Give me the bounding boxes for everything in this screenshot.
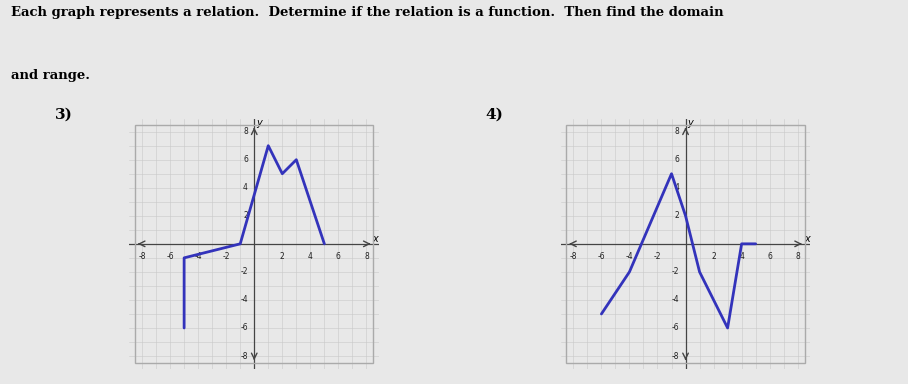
Text: -8: -8 xyxy=(672,351,679,361)
Text: -6: -6 xyxy=(672,323,679,333)
Text: 2: 2 xyxy=(243,211,248,220)
Text: -4: -4 xyxy=(672,295,679,305)
Text: 6: 6 xyxy=(767,252,772,261)
Text: -2: -2 xyxy=(654,252,661,261)
Text: and range.: and range. xyxy=(11,69,90,82)
Text: -2: -2 xyxy=(672,267,679,276)
Text: 4: 4 xyxy=(308,252,312,261)
Text: -4: -4 xyxy=(241,295,248,305)
Text: 6: 6 xyxy=(243,155,248,164)
Text: Each graph represents a relation.  Determine if the relation is a function.  The: Each graph represents a relation. Determ… xyxy=(11,6,724,19)
Text: 8: 8 xyxy=(243,127,248,136)
Text: -4: -4 xyxy=(626,252,633,261)
Text: -2: -2 xyxy=(222,252,230,261)
Text: 4: 4 xyxy=(243,183,248,192)
Text: y: y xyxy=(687,118,694,127)
Text: 6: 6 xyxy=(675,155,679,164)
Text: 8: 8 xyxy=(675,127,679,136)
Text: 4): 4) xyxy=(486,108,504,121)
Text: 6: 6 xyxy=(336,252,340,261)
Text: 4: 4 xyxy=(675,183,679,192)
Text: -8: -8 xyxy=(569,252,577,261)
Text: 8: 8 xyxy=(795,252,800,261)
Text: 8: 8 xyxy=(364,252,369,261)
Text: y: y xyxy=(256,118,262,127)
Text: -8: -8 xyxy=(241,351,248,361)
Text: -6: -6 xyxy=(166,252,174,261)
Text: -6: -6 xyxy=(597,252,606,261)
Text: -2: -2 xyxy=(241,267,248,276)
Text: 4: 4 xyxy=(739,252,744,261)
Text: -8: -8 xyxy=(138,252,146,261)
Text: 3): 3) xyxy=(54,108,73,121)
Text: 2: 2 xyxy=(675,211,679,220)
Text: 2: 2 xyxy=(280,252,285,261)
Text: x: x xyxy=(372,234,379,244)
Text: -6: -6 xyxy=(241,323,248,333)
Text: 2: 2 xyxy=(711,252,716,261)
Text: x: x xyxy=(804,234,810,244)
Text: -4: -4 xyxy=(194,252,202,261)
